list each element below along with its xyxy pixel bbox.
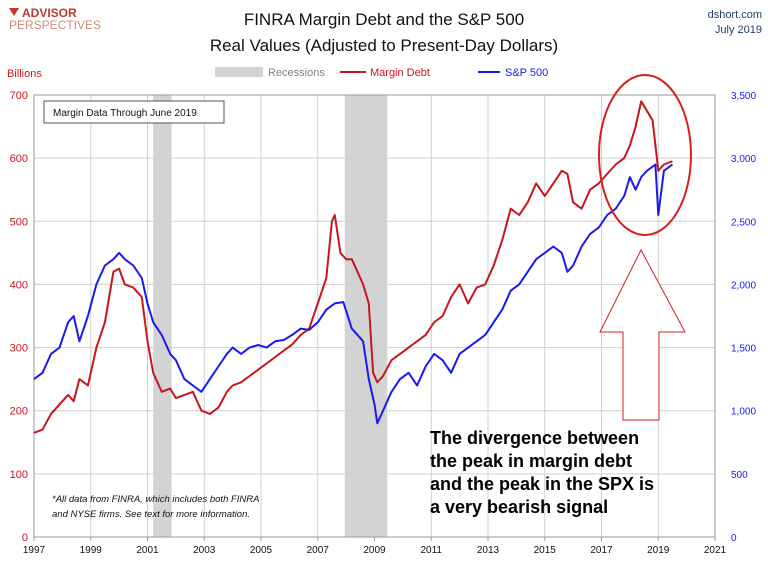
y-left-tick-label: 100 <box>10 469 28 481</box>
y-right-tick-label: 3,000 <box>731 154 756 165</box>
logo-advisor: ADVISOR <box>22 6 77 20</box>
x-tick-label: 2001 <box>136 545 159 556</box>
x-tick-label: 1997 <box>23 545 46 556</box>
y-left-label: Billions <box>7 68 42 80</box>
margin-data-box-frame <box>43 100 225 124</box>
legend-swatch-recessions <box>215 67 263 77</box>
y-right-tick-label: 0 <box>731 533 737 544</box>
logo-perspectives: PERSPECTIVES <box>9 18 101 32</box>
callout-line-1: The divergence between <box>430 428 639 448</box>
x-tick-label: 2013 <box>477 545 500 556</box>
y-left-axis: 0 100 200 300 400 500 600 700 <box>10 90 28 544</box>
x-tick-label: 2011 <box>420 545 442 556</box>
chart-title: FINRA Margin Debt and the S&P 500 <box>244 10 524 29</box>
x-tick-label: 2003 <box>193 545 216 556</box>
logo-mark-icon <box>9 8 19 16</box>
recession-band-1 <box>153 95 172 537</box>
recession-band-2 <box>344 95 388 537</box>
y-right-tick-label: 1,000 <box>731 407 756 418</box>
callout-line-4: a very bearish signal <box>430 497 608 517</box>
y-right-tick-label: 1,500 <box>731 344 756 355</box>
site-name: dshort.com <box>708 9 762 21</box>
y-left-tick-label: 700 <box>10 90 28 102</box>
callout-text: The divergence between the peak in margi… <box>430 428 654 517</box>
x-tick-label: 2021 <box>704 545 727 556</box>
y-right-axis: 0 500 1,000 1,500 2,000 2,500 3,000 3,500 <box>731 91 756 544</box>
series-lines <box>33 100 673 434</box>
legend-label-margin-debt: Margin Debt <box>370 67 430 79</box>
y-left-tick-label: 400 <box>10 279 28 291</box>
recession-bands <box>153 95 388 537</box>
x-tick-label: 2017 <box>590 545 613 556</box>
x-tick-label: 2009 <box>363 545 386 556</box>
x-tick-label: 1999 <box>80 545 103 556</box>
series-line-s-p-500 <box>33 163 673 425</box>
x-axis: 1997 1999 2001 2003 2005 2007 2009 2011 2013 2015… <box>23 537 727 556</box>
legend: Recessions Margin Debt S&P 500 <box>215 67 548 79</box>
y-left-tick-label: 300 <box>10 343 28 355</box>
margin-data-box: Margin Data Through June 2019 <box>43 100 225 124</box>
legend-label-sp500: S&P 500 <box>505 67 548 79</box>
callout-line-3: and the peak in the SPX is <box>430 474 654 494</box>
y-left-tick-label: 500 <box>10 216 28 228</box>
y-left-tick-label: 600 <box>10 153 28 165</box>
x-tick-label: 2019 <box>647 545 670 556</box>
x-tick-label: 2015 <box>534 545 557 556</box>
callout-line-2: the peak in margin debt <box>430 451 632 471</box>
y-left-tick-label: 200 <box>10 406 28 418</box>
margin-data-box-text: Margin Data Through June 2019 <box>53 108 197 119</box>
peak-highlight-ellipse <box>598 74 692 236</box>
chart-subtitle: Real Values (Adjusted to Present-Day Dol… <box>210 36 558 55</box>
footnote: *All data from FINRA, which includes bot… <box>52 494 260 520</box>
y-right-tick-label: 2,000 <box>731 280 756 291</box>
y-right-tick-label: 2,500 <box>731 217 756 228</box>
x-tick-label: 2007 <box>307 545 330 556</box>
callout-arrow-icon <box>599 248 686 421</box>
legend-label-recessions: Recessions <box>268 67 325 79</box>
publish-date: July 2019 <box>715 24 762 36</box>
y-right-tick-label: 3,500 <box>731 91 756 102</box>
footnote-line-1: *All data from FINRA, which includes bot… <box>52 494 260 505</box>
footnote-line-2: and NYSE firms. See text for more inform… <box>52 509 250 520</box>
series-line-margin-debt <box>33 100 673 434</box>
x-tick-label: 2005 <box>250 545 273 556</box>
y-right-tick-label: 500 <box>731 470 748 481</box>
y-left-tick-label: 0 <box>22 532 28 544</box>
